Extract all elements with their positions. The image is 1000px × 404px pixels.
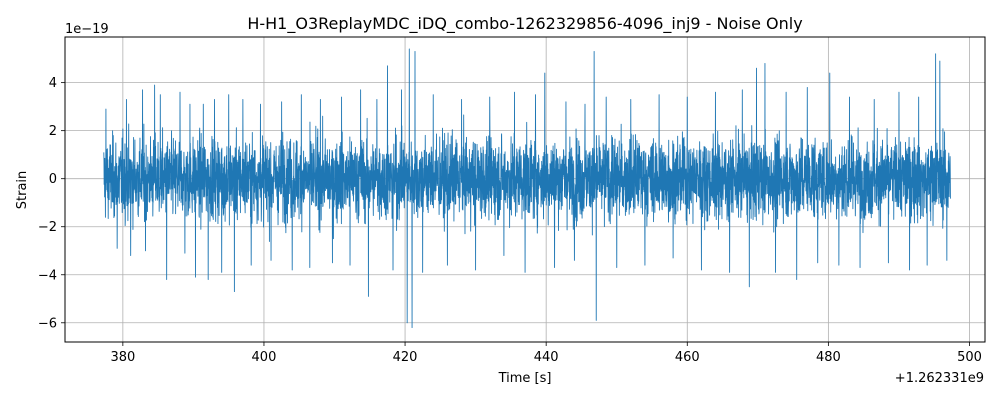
strain-series-line-0 (103, 48, 951, 329)
y-scale-label: 1e−19 (65, 22, 109, 37)
plot-area (103, 48, 951, 329)
x-offset-label: +1.262331e9 (895, 371, 984, 386)
series-layer (103, 48, 951, 329)
x-tick-label: 500 (957, 350, 982, 365)
x-tick-label: 460 (675, 350, 700, 365)
x-tick-label: 420 (393, 350, 418, 365)
y-axis-label: Strain (15, 171, 30, 210)
chart-title: H-H1_O3ReplayMDC_iDQ_combo-1262329856-40… (247, 14, 802, 34)
y-tick-label: 2 (49, 124, 57, 139)
x-tick-label: 480 (816, 350, 841, 365)
y-tick-label: −4 (38, 268, 57, 283)
x-axis-label: Time [s] (498, 371, 552, 386)
x-tick-label: 380 (110, 350, 135, 365)
y-tick-label: 4 (49, 76, 57, 91)
y-tick-label: 0 (49, 172, 57, 187)
x-tick-label: 400 (252, 350, 277, 365)
x-tick-label: 440 (534, 350, 559, 365)
axis-ticks: 380 400 420 440 460 480 500 −6 −4 −2 0 2 4 (38, 76, 982, 365)
axes-frame (64, 36, 986, 343)
y-tick-label: −2 (38, 220, 57, 235)
y-tick-label: −6 (38, 316, 57, 331)
